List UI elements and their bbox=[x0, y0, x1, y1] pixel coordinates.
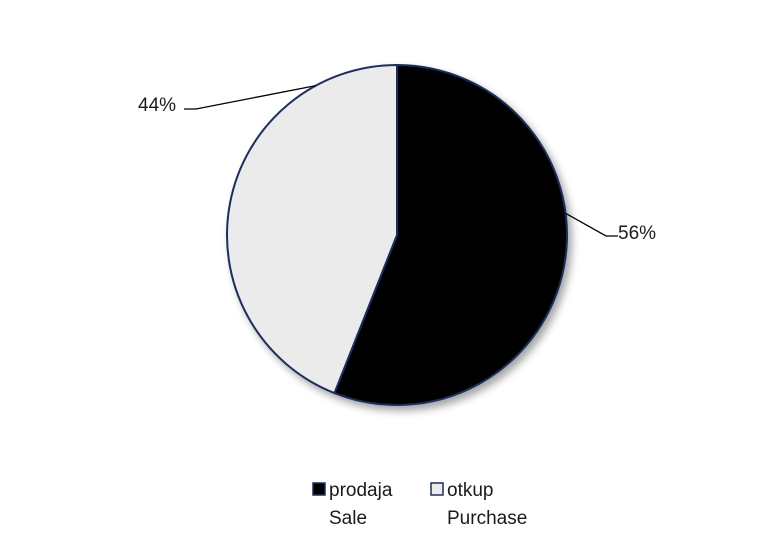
pie-plot-area bbox=[226, 63, 568, 406]
legend-item-otkup: otkup Purchase bbox=[430, 480, 527, 529]
leader-line-prodaja bbox=[565, 212, 618, 237]
legend-label-purchase: Purchase bbox=[447, 508, 527, 529]
pie-slice-otkup bbox=[226, 63, 398, 395]
legend-swatch-prodaja bbox=[312, 482, 326, 496]
leader-line-otkup bbox=[184, 84, 316, 110]
data-label-prodaja: 56% bbox=[618, 223, 656, 244]
pie-slice-prodaja bbox=[333, 63, 568, 406]
legend-label-sale: Sale bbox=[329, 508, 367, 529]
legend: prodaja Sale otkup Purchase bbox=[312, 480, 527, 529]
legend-label-otkup: otkup bbox=[447, 480, 493, 501]
legend-item-prodaja: prodaja Sale bbox=[312, 480, 393, 529]
data-label-otkup: 44% bbox=[138, 95, 176, 116]
legend-swatch-otkup bbox=[430, 482, 444, 496]
legend-label-prodaja: prodaja bbox=[329, 480, 393, 501]
